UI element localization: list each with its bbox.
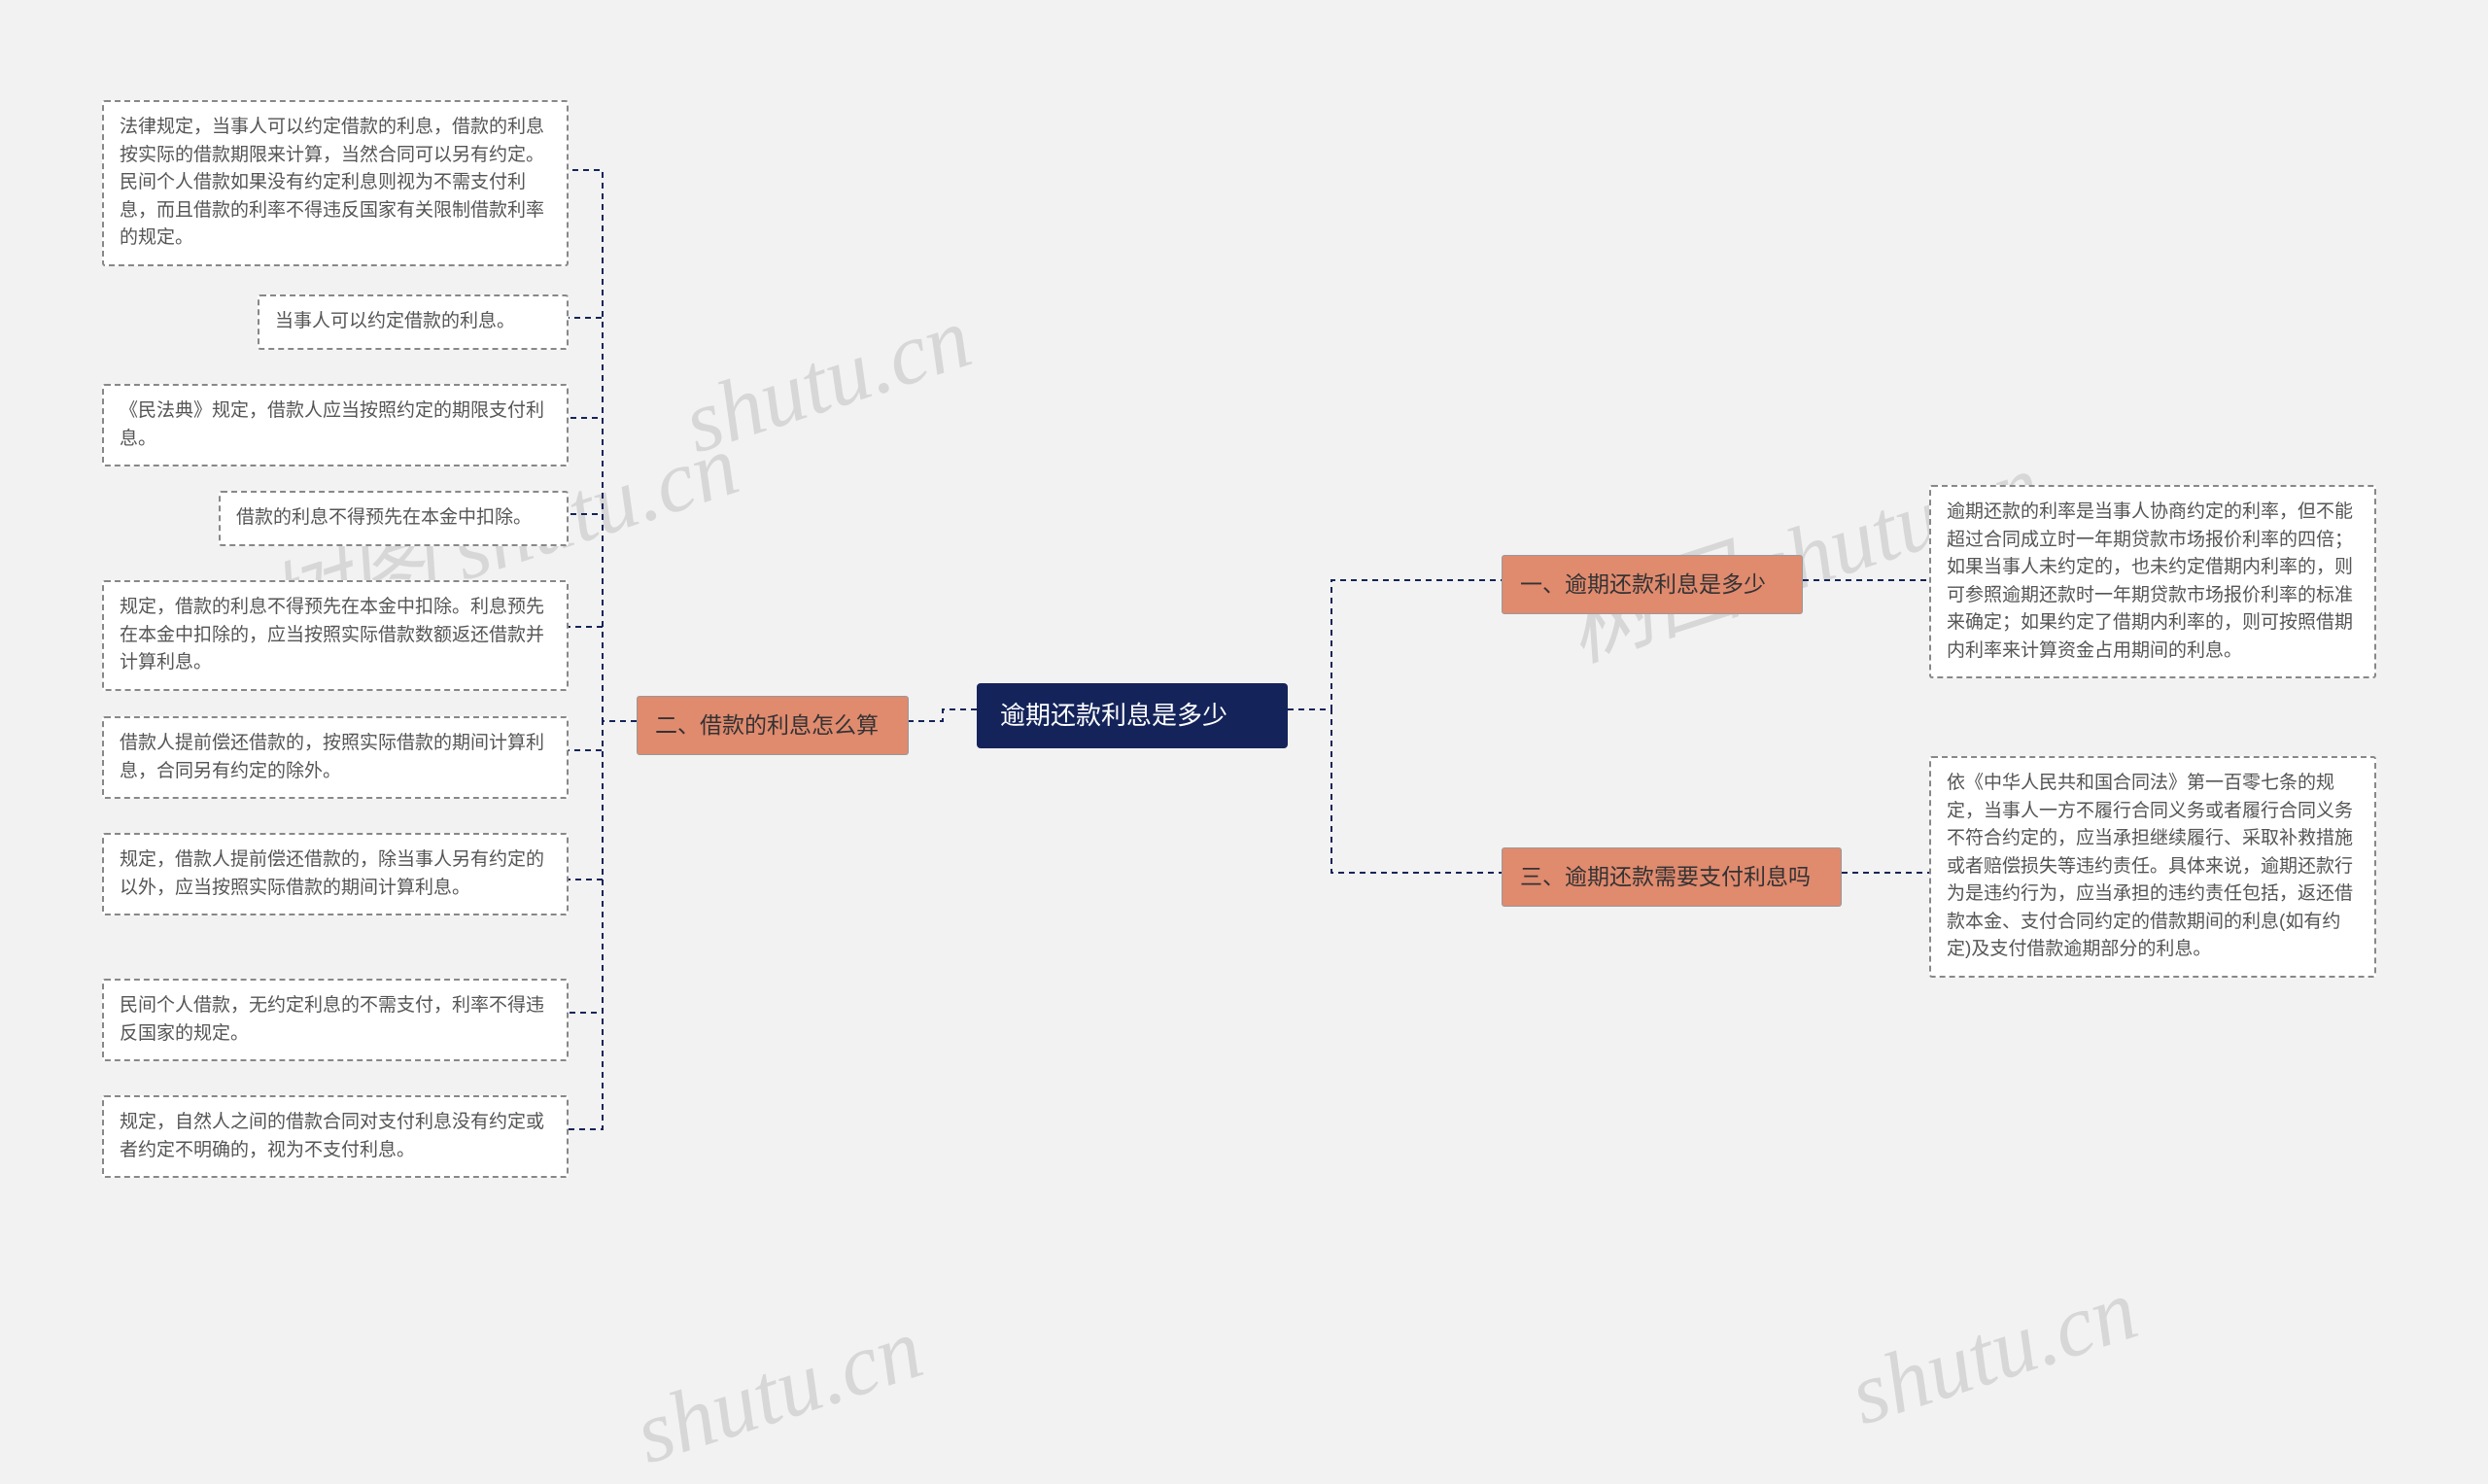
leaf-l2-3: 《民法典》规定，借款人应当按照约定的期限支付利息。 [102,384,569,466]
leaf-l2-9: 规定，自然人之间的借款合同对支付利息没有约定或者约定不明确的，视为不支付利息。 [102,1095,569,1178]
leaf-l2-1: 法律规定，当事人可以约定借款的利息，借款的利息按实际的借款期限来计算，当然合同可… [102,100,569,266]
leaf-r3-1: 依《中华人民共和国合同法》第一百零七条的规定，当事人一方不履行合同义务或者履行合… [1929,756,2376,978]
branch-right-3[interactable]: 三、逾期还款需要支付利息吗 [1502,847,1842,907]
branch-right-1[interactable]: 一、逾期还款利息是多少 [1502,555,1803,614]
leaf-l2-7: 规定，借款人提前偿还借款的，除当事人另有约定的以外，应当按照实际借款的期间计算利… [102,833,569,915]
leaf-l2-4: 借款的利息不得预先在本金中扣除。 [219,491,569,546]
watermark: shutu.cn [672,288,983,473]
root-node[interactable]: 逾期还款利息是多少 [977,683,1288,748]
leaf-l2-8: 民间个人借款，无约定利息的不需支付，利率不得违反国家的规定。 [102,979,569,1061]
leaf-r1-1: 逾期还款的利率是当事人协商约定的利率，但不能超过合同成立时一年期贷款市场报价利率… [1929,485,2376,678]
watermark: shutu.cn [1838,1260,2149,1445]
watermark: shutu.cn [623,1298,934,1484]
branch-left-2[interactable]: 二、借款的利息怎么算 [637,696,909,755]
leaf-l2-5: 规定，借款的利息不得预先在本金中扣除。利息预先在本金中扣除的，应当按照实际借款数… [102,580,569,691]
leaf-l2-2: 当事人可以约定借款的利息。 [258,294,569,350]
leaf-l2-6: 借款人提前偿还借款的，按照实际借款的期间计算利息，合同另有约定的除外。 [102,716,569,799]
